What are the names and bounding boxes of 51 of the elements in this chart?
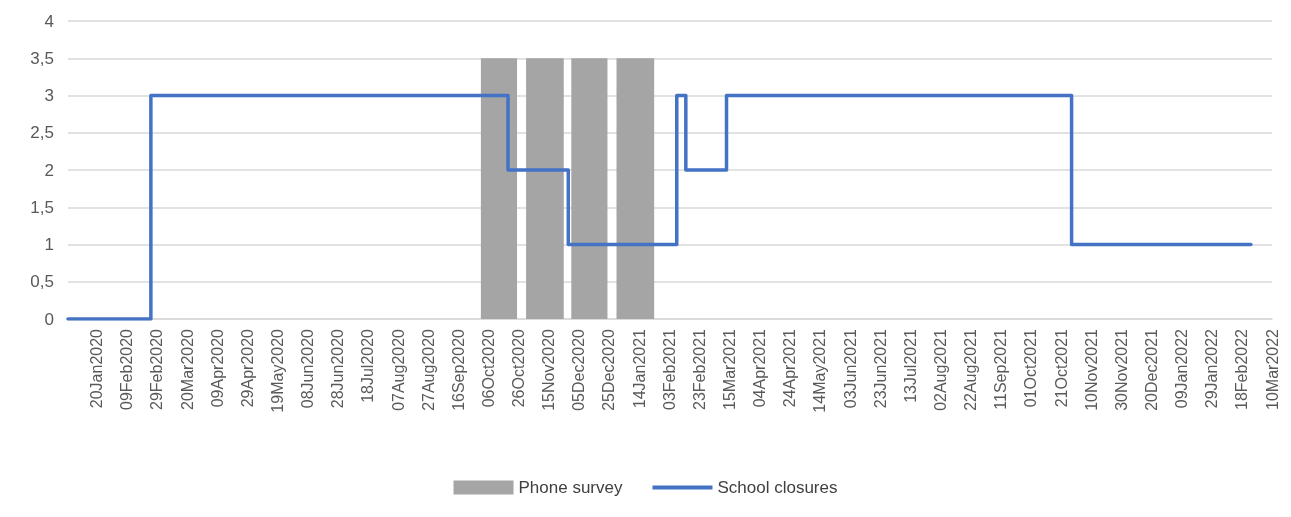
x-tick-label: 15Nov2020 <box>540 328 558 411</box>
x-tick-label: 29Jan2022 <box>1203 328 1221 409</box>
y-tick-label: 3,5 <box>30 48 54 68</box>
x-tick-label: 09Feb2020 <box>118 328 136 410</box>
x-tick-label: 20Jan2020 <box>88 328 106 409</box>
x-tick-label: 28Jun2020 <box>329 328 347 409</box>
x-tick-label: 14May2021 <box>811 328 829 413</box>
legend-label: Phone survey <box>518 478 623 497</box>
y-tick-label: 2 <box>44 160 54 180</box>
x-tick-label: 20Dec2021 <box>1142 328 1160 411</box>
x-tick-label: 14Jan2021 <box>630 328 648 409</box>
x-tick-label: 21Oct2021 <box>1052 328 1070 408</box>
x-tick-label: 03Jun2021 <box>841 328 859 409</box>
x-tick-label: 19May2020 <box>268 328 286 413</box>
y-tick-label: 0 <box>44 309 54 329</box>
x-tick-label: 16Sep2020 <box>449 328 467 411</box>
x-tick-label: 10Nov2021 <box>1082 328 1100 411</box>
x-tick-label: 05Dec2020 <box>570 328 588 411</box>
x-tick-label: 07Aug2020 <box>389 328 407 411</box>
x-tick-label: 29Feb2020 <box>148 328 166 410</box>
y-tick-label: 1,5 <box>30 197 54 217</box>
x-tick-label: 11Sep2021 <box>992 328 1010 410</box>
y-tick-label: 2,5 <box>30 123 54 143</box>
x-tick-label: 30Nov2021 <box>1112 328 1130 411</box>
x-tick-label: 04Apr2021 <box>751 328 769 408</box>
x-tick-label: 13Jul2021 <box>901 328 919 403</box>
y-tick-label: 3 <box>44 86 54 105</box>
x-tick-label: 18Feb2022 <box>1233 328 1251 410</box>
y-tick-label: 0,5 <box>30 272 54 292</box>
x-tick-label: 23Jun2021 <box>871 328 889 409</box>
x-tick-label: 26Oct2020 <box>510 328 528 408</box>
x-tick-label: 18Jul2020 <box>359 328 377 403</box>
y-tick-label: 4 <box>44 11 54 31</box>
x-tick-label: 08Jun2020 <box>299 328 317 409</box>
x-tick-label: 20Mar2020 <box>178 328 196 410</box>
x-tick-label: 23Feb2021 <box>690 328 708 410</box>
legend-label: School closures <box>717 478 838 497</box>
x-tick-label: 29Apr2020 <box>238 328 256 408</box>
x-tick-label: 06Oct2020 <box>479 328 497 408</box>
x-tick-label: 03Feb2021 <box>660 328 678 410</box>
x-tick-label: 24Apr2021 <box>781 328 799 408</box>
y-tick-label: 1 <box>44 235 54 254</box>
x-tick-label: 27Aug2020 <box>419 328 437 411</box>
x-tick-label: 25Dec2020 <box>600 328 618 411</box>
x-tick-label: 10Mar2022 <box>1263 328 1281 410</box>
x-tick-label: 01Oct2021 <box>1022 328 1040 408</box>
x-tick-label: 22Aug2021 <box>962 328 980 411</box>
x-tick-label: 02Aug2021 <box>931 328 949 411</box>
x-tick-label: 09Apr2020 <box>208 328 226 408</box>
x-tick-label: 09Jan2022 <box>1173 328 1191 409</box>
x-tick-label: 15Mar2021 <box>721 328 739 410</box>
